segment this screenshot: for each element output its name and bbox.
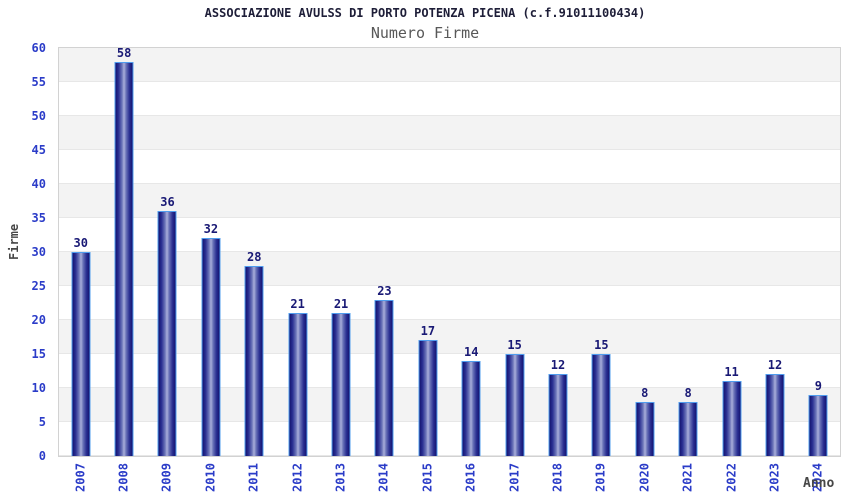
bar-slot: 32 2010 <box>189 48 232 492</box>
bar-value-label: 23 <box>377 284 392 298</box>
bar-value-label: 8 <box>684 386 692 400</box>
y-tick-label: 35 <box>31 211 46 225</box>
y-tick-label: 10 <box>31 381 46 395</box>
x-axis-title: Anno <box>803 476 835 491</box>
chart-subtitle: Numero Firme <box>370 24 480 42</box>
bar <box>71 252 91 456</box>
bar-value-label: 12 <box>550 358 566 372</box>
bar <box>201 238 221 456</box>
bar-value-label: 15 <box>507 338 522 352</box>
bar-slot: 15 2019 <box>580 48 623 492</box>
x-tick-label: 2017 <box>507 463 522 492</box>
y-tick-label: 15 <box>31 347 46 361</box>
bar-slot: 21 2012 <box>276 48 319 492</box>
bar-value-label: 15 <box>594 338 609 352</box>
bar-slot: 11 2022 <box>710 48 753 492</box>
bar-value-label: 21 <box>333 297 349 311</box>
x-tick-label: 2023 <box>767 463 782 492</box>
bar-value-label: 32 <box>203 222 219 236</box>
x-tick-label: 2014 <box>376 463 391 492</box>
bar-value-label: 17 <box>420 324 436 338</box>
bar <box>765 374 785 456</box>
bar-slot: 30 2007 <box>59 48 102 492</box>
bar-slot: 36 2009 <box>146 48 189 492</box>
y-tick-label: 45 <box>31 143 46 157</box>
bar-slot: 17 2015 <box>406 48 449 492</box>
bar <box>505 354 525 456</box>
y-tick-label: 30 <box>31 245 46 259</box>
bar-slot: 12 2023 <box>753 48 796 492</box>
bar-slot: 9 2024 <box>797 48 840 492</box>
bar-slot: 8 2020 <box>623 48 666 492</box>
bar-slot: 12 2018 <box>536 48 579 492</box>
bar <box>244 266 264 456</box>
x-tick-label: 2011 <box>246 463 261 492</box>
bar-value-label: 21 <box>290 297 305 311</box>
bar-slot: 28 2011 <box>233 48 276 492</box>
x-tick-label: 2016 <box>463 463 478 492</box>
y-tick-label: 50 <box>31 109 46 123</box>
chart-title: ASSOCIAZIONE AVULSS DI PORTO POTENZA PIC… <box>204 6 646 20</box>
x-tick-label: 2015 <box>420 463 435 492</box>
bar-slot: 58 2008 <box>102 46 145 492</box>
bar-value-label: 11 <box>724 365 739 379</box>
y-tick-label: 40 <box>31 177 46 191</box>
x-tick-label: 2008 <box>116 463 131 492</box>
bar-value-label: 58 <box>116 46 132 60</box>
x-tick-label: 2019 <box>593 463 608 492</box>
plot-area: 30 2007 58 2008 36 2009 32 2010 28 2011 21 2012 21 20… <box>58 46 841 492</box>
x-tick-label: 2007 <box>73 463 88 492</box>
bar <box>461 361 481 456</box>
bar <box>418 340 438 456</box>
bar-value-label: 9 <box>814 379 822 393</box>
bar-value-label: 28 <box>247 250 262 264</box>
bar-value-label: 14 <box>463 345 479 359</box>
x-tick-label: 2018 <box>550 463 565 492</box>
y-tick-label: 55 <box>31 75 46 89</box>
y-tick-label: 0 <box>38 449 46 463</box>
bar <box>548 374 568 456</box>
x-tick-label: 2022 <box>724 463 739 492</box>
bar-value-label: 12 <box>767 358 783 372</box>
y-tick-label: 60 <box>31 41 46 55</box>
bar <box>722 381 742 456</box>
y-tick-label: 25 <box>31 279 46 293</box>
bar-slot: 21 2013 <box>319 48 362 492</box>
bar <box>331 313 351 456</box>
x-tick-label: 2013 <box>333 463 348 492</box>
bar-slot: 14 2016 <box>450 48 493 492</box>
x-tick-label: 2010 <box>203 463 218 492</box>
x-tick-label: 2009 <box>159 463 174 492</box>
bar-slot: 8 2021 <box>666 48 709 492</box>
bar <box>288 313 308 456</box>
y-tick-label: 20 <box>31 313 46 327</box>
bar-value-label: 30 <box>73 236 88 250</box>
x-tick-label: 2012 <box>290 463 305 492</box>
bar <box>114 62 134 456</box>
bar-slot: 15 2017 <box>493 48 536 492</box>
x-tick-label: 2021 <box>680 463 695 492</box>
bar <box>374 300 394 456</box>
bar <box>591 354 611 456</box>
bar <box>157 211 177 456</box>
bar <box>635 402 655 456</box>
y-axis-ticks: 0 5 10 15 20 25 30 35 40 45 50 55 60 <box>0 41 52 463</box>
bar-value-label: 8 <box>641 386 649 400</box>
x-tick-label: 2020 <box>637 463 652 492</box>
bar-value-label: 36 <box>160 195 175 209</box>
bar <box>808 395 828 456</box>
y-tick-label: 5 <box>38 415 46 429</box>
bar-series: 30 2007 58 2008 36 2009 32 2010 28 2011 21 2012 21 20… <box>59 46 840 492</box>
bar-slot: 23 2014 <box>363 48 406 492</box>
bar <box>678 402 698 456</box>
